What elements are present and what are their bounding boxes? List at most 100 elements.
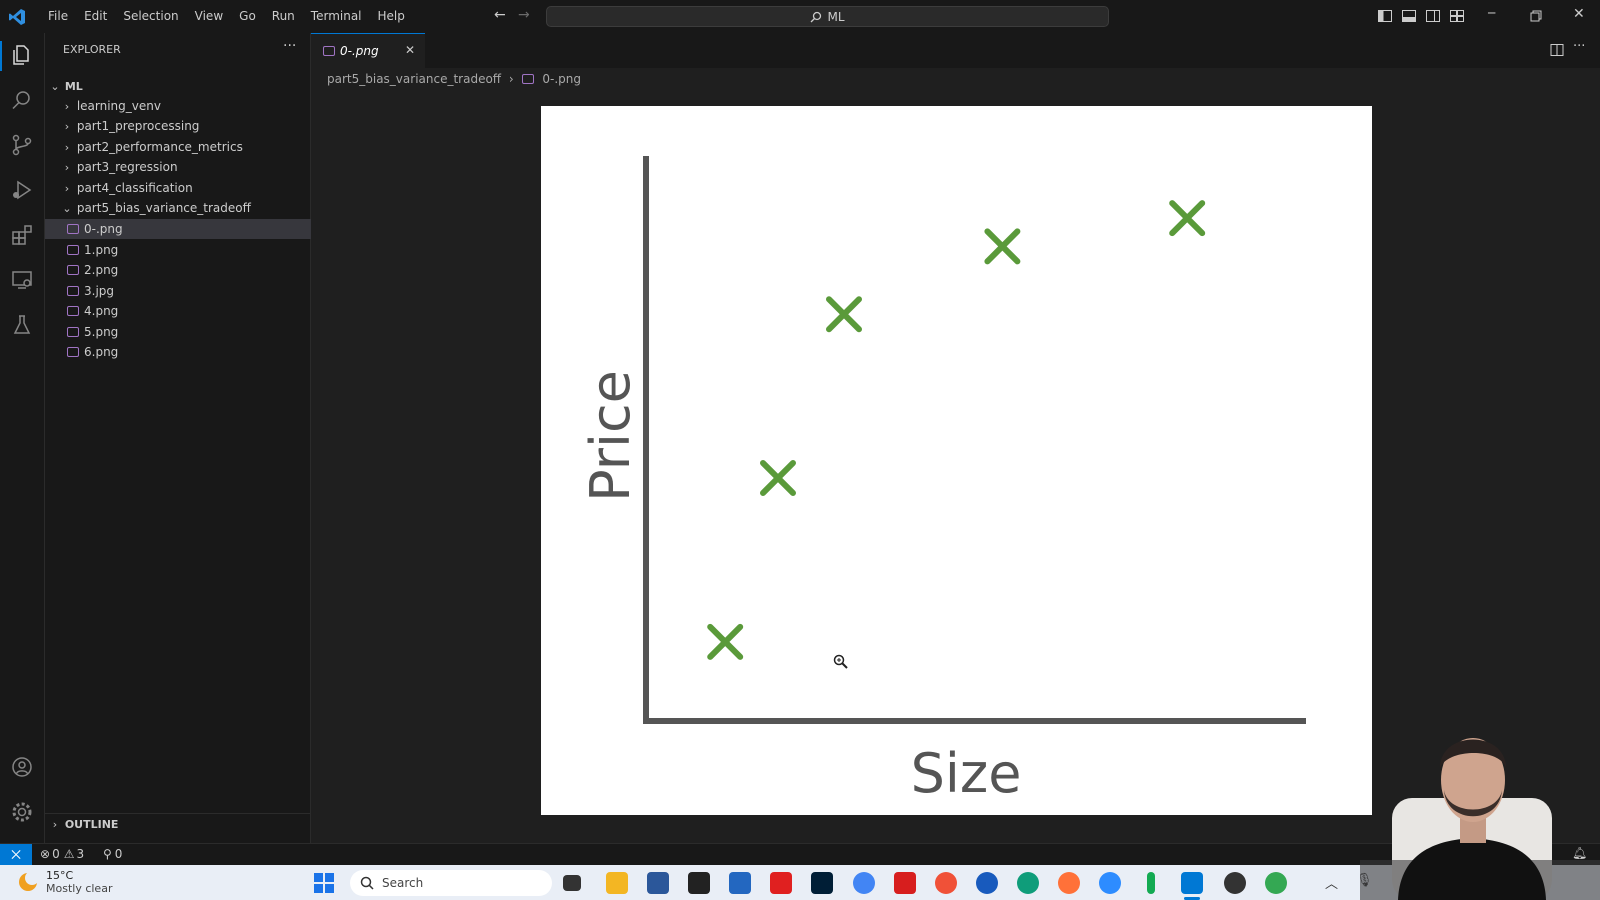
file-label: 1.png (84, 243, 119, 257)
scatter-point-4 (984, 228, 1021, 265)
remote-indicator-icon[interactable]: ⨉ (0, 844, 32, 866)
task-view-icon[interactable] (563, 875, 581, 891)
extensions-icon[interactable] (10, 223, 34, 247)
mongodb-icon[interactable] (1147, 872, 1155, 894)
menu-view[interactable]: View (194, 9, 224, 23)
file-label: 3.jpg (84, 284, 115, 298)
file-item[interactable]: 5.png (45, 322, 311, 342)
breadcrumb-folder[interactable]: part5_bias_variance_tradeoff (327, 72, 502, 86)
remote-explorer-icon[interactable] (10, 268, 34, 292)
explorer-files-icon[interactable] (10, 43, 34, 67)
image-preview[interactable]: Price Size (541, 106, 1372, 815)
toggle-panel-icon[interactable] (1401, 8, 1417, 24)
file-explorer-icon[interactable] (606, 872, 628, 894)
search-icon[interactable] (10, 88, 34, 112)
swift-app-icon[interactable] (935, 872, 957, 894)
folder-item-expanded[interactable]: ⌄ part5_bias_variance_tradeoff (45, 198, 311, 218)
command-center-search[interactable]: ML (546, 6, 1109, 27)
windows-taskbar: 15°C Mostly clear Search ︿ 🎙︎ (0, 865, 1600, 900)
scatter-points (707, 200, 1206, 660)
menu-terminal[interactable]: Terminal (310, 9, 362, 23)
menu-run[interactable]: Run (271, 9, 295, 23)
zoom-icon[interactable] (1099, 872, 1121, 894)
breadcrumb: part5_bias_variance_tradeoff › 0-.png (327, 68, 581, 90)
file-item[interactable]: 1.png (45, 240, 311, 260)
folder-item[interactable]: › part3_regression (45, 157, 311, 177)
notifications-bell-icon[interactable]: 🔔︎ (1572, 846, 1588, 860)
image-file-icon (67, 327, 79, 337)
edge-icon[interactable] (1017, 872, 1039, 894)
settings-gear-icon[interactable] (10, 800, 34, 824)
word-online-icon[interactable] (976, 872, 998, 894)
folder-item[interactable]: › learning_venv (45, 96, 311, 116)
file-item[interactable]: 3.jpg (45, 281, 311, 301)
tray-chevron-up-icon[interactable]: ︿ (1325, 877, 1339, 892)
editor-tab-bar: 0-.png ✕ ··· (311, 33, 1600, 68)
taskbar-search-placeholder: Search (382, 876, 424, 890)
vectorworks-icon[interactable] (688, 872, 710, 894)
ports-indicator[interactable]: ⚲ 0 (103, 847, 122, 861)
problems-indicator[interactable]: ⊗ 0 ⚠ 3 (40, 847, 84, 861)
editor-more-actions-icon[interactable]: ··· (1573, 39, 1586, 54)
breadcrumb-file[interactable]: 0-.png (542, 72, 581, 86)
menu-file[interactable]: File (48, 9, 69, 23)
firefox-icon[interactable] (1058, 872, 1080, 894)
source-control-icon[interactable] (10, 133, 34, 157)
file-item-selected[interactable]: 0-.png (45, 219, 311, 239)
davinci-resolve-icon[interactable] (1224, 872, 1246, 894)
folder-label: learning_venv (76, 99, 161, 113)
tree-root-ml[interactable]: ⌄ ML (45, 76, 311, 96)
file-item[interactable]: 4.png (45, 301, 311, 321)
file-item[interactable]: 6.png (45, 342, 311, 362)
run-debug-icon[interactable] (10, 178, 34, 202)
menu-bar: File Edit Selection View Go Run Terminal… (40, 0, 413, 33)
editor-tab-0-png[interactable]: 0-.png ✕ (311, 33, 425, 68)
error-icon: ⊗ (40, 847, 51, 861)
toggle-secondary-sidebar-icon[interactable] (1425, 8, 1441, 24)
forward-arrow-icon[interactable]: → (518, 7, 530, 23)
acrobat-icon[interactable] (770, 872, 792, 894)
more-actions-icon[interactable]: ··· (283, 38, 297, 54)
vscode-taskbar-icon[interactable] (1181, 872, 1203, 894)
weather-moon-icon (19, 871, 39, 891)
folder-item[interactable]: › part1_preprocessing (45, 116, 311, 136)
chrome-profile-icon[interactable] (1265, 872, 1287, 894)
close-window-icon[interactable]: ✕ (1573, 6, 1585, 22)
file-item[interactable]: 2.png (45, 260, 311, 280)
toggle-primary-sidebar-icon[interactable] (1377, 8, 1393, 24)
menu-edit[interactable]: Edit (84, 9, 108, 23)
menu-selection[interactable]: Selection (123, 9, 179, 23)
weather-widget[interactable]: 15°C Mostly clear (16, 869, 112, 895)
x-axis-label: Size (911, 742, 1022, 805)
active-view-indicator (0, 41, 2, 71)
chevron-right-icon: › (64, 141, 70, 154)
testing-flask-icon[interactable] (10, 313, 34, 337)
search-icon (811, 11, 822, 22)
folder-label: part3_regression (76, 160, 178, 174)
explorer-sidebar: EXPLORER ··· ⌄ ML › learning_venv › part… (45, 33, 311, 843)
accounts-icon[interactable] (10, 755, 34, 779)
windows-start-icon[interactable] (313, 872, 335, 894)
folder-item[interactable]: › part4_classification (45, 178, 311, 198)
restore-window-icon[interactable] (1530, 10, 1542, 22)
menu-go[interactable]: Go (239, 9, 256, 23)
chrome-icon[interactable] (853, 872, 875, 894)
photoshop-icon[interactable] (811, 872, 833, 894)
search-icon (360, 876, 374, 890)
r-app-icon[interactable] (729, 872, 751, 894)
outline-section[interactable]: › OUTLINE (45, 814, 311, 834)
customize-layout-icon[interactable] (1449, 8, 1465, 24)
folder-label: part5_bias_variance_tradeoff (76, 201, 251, 215)
split-editor-icon[interactable] (1550, 43, 1564, 57)
menu-help[interactable]: Help (377, 9, 405, 23)
pdf-reader-icon[interactable] (894, 872, 916, 894)
weather-temp: 15°C (46, 869, 74, 882)
back-arrow-icon[interactable]: ← (494, 7, 506, 23)
chevron-right-icon: › (64, 120, 70, 133)
taskbar-search-box[interactable]: Search (350, 870, 552, 896)
close-tab-icon[interactable]: ✕ (405, 43, 416, 57)
folder-item[interactable]: › part2_performance_metrics (45, 137, 311, 157)
minimize-window-icon[interactable]: ─ (1488, 6, 1496, 20)
word-icon[interactable] (647, 872, 669, 894)
image-file-icon (521, 74, 534, 84)
